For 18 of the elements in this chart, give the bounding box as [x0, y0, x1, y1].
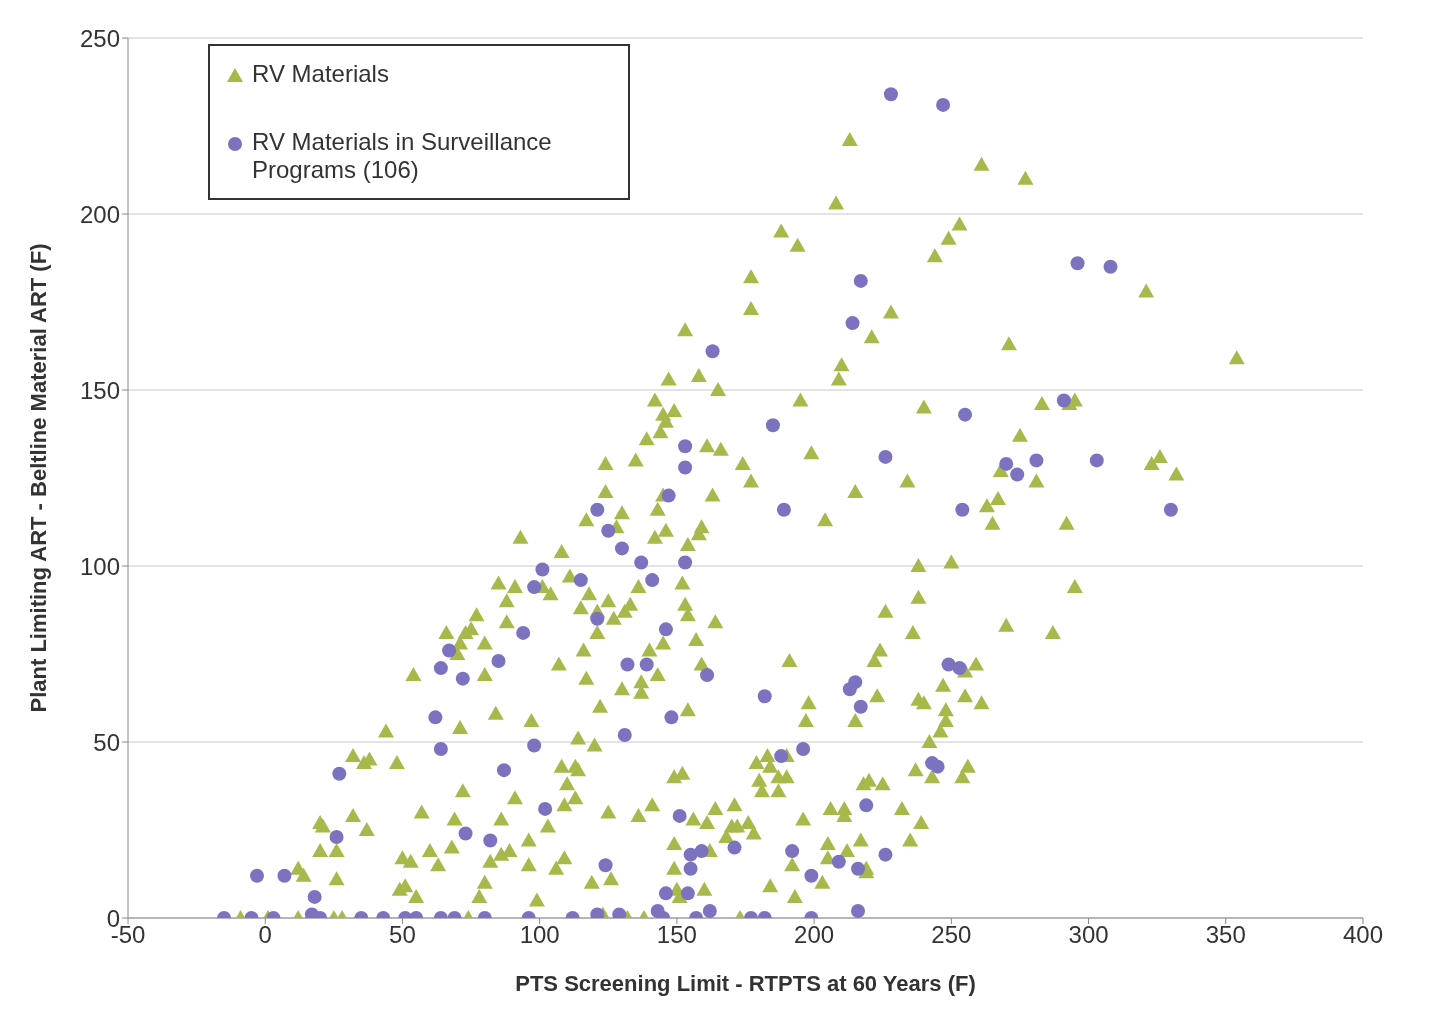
x-tick-label: 150	[656, 921, 697, 949]
x-tick-label: 0	[258, 921, 272, 949]
y-tick-label: 150	[79, 376, 120, 404]
legend-label: RV Materials	[252, 60, 389, 88]
x-axis-title: PTS Screening Limit - RTPTS at 60 Years (F)	[515, 971, 976, 996]
legend-label: RV Materials in Surveillance Programs (106)	[252, 128, 553, 184]
x-tick-label: 350	[1205, 921, 1246, 949]
y-axis-title: Plant Limiting ART - Beltline Material ART (F)	[25, 243, 51, 713]
x-tick-label: 100	[519, 921, 560, 949]
x-tick-label: 250	[931, 921, 972, 949]
y-tick-label: 250	[79, 24, 120, 52]
y-tick-label: 50	[93, 728, 120, 756]
x-tick-label: 200	[794, 921, 835, 949]
x-tick-label: 300	[1068, 921, 1109, 949]
y-tick-label: 100	[79, 552, 120, 580]
x-tick-label: 400	[1342, 921, 1384, 949]
y-tick-label: 200	[79, 200, 120, 228]
x-tick-label: 50	[389, 921, 416, 949]
